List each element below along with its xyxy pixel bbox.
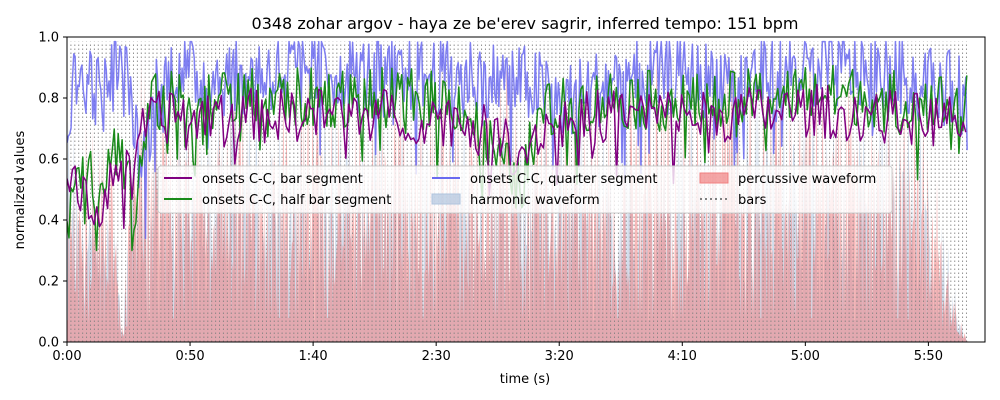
x-tick-label: 0:50 [175, 349, 204, 364]
y-tick-label: 0.2 [38, 275, 59, 290]
legend-entry: onsets C-C, bar segment [164, 172, 363, 187]
legend-entry: onsets C-C, half bar segment [164, 193, 391, 208]
y-tick-label: 1.0 [38, 31, 59, 46]
legend-handle-patch [431, 193, 461, 205]
x-tick-label: 0:00 [52, 349, 81, 364]
legend-label: harmonic waveform [470, 193, 600, 208]
chart-title: 0348 zohar argov - haya ze be'erev sagri… [252, 14, 799, 33]
axes: 0:00 0:50 1:40 2:30 3:20 4:10 5:00 5:50 0.0 0.2 0.… [38, 31, 986, 364]
legend-label: onsets C-C, quarter segment [470, 172, 657, 187]
legend-label: bars [738, 193, 767, 208]
legend-label: onsets C-C, half bar segment [202, 193, 391, 208]
x-tick-label: 2:30 [422, 349, 451, 364]
y-tick-label: 0.8 [38, 92, 59, 107]
legend-entry: bars [700, 193, 767, 208]
x-tick-label: 3:20 [545, 349, 574, 364]
legend-label: percussive waveform [738, 172, 876, 187]
legend-entry: harmonic waveform [431, 193, 600, 208]
legend-entry: onsets C-C, quarter segment [432, 172, 657, 187]
y-tick-label: 0.4 [38, 214, 59, 229]
x-tick-label: 4:10 [668, 349, 697, 364]
y-axis-label: normalized values [13, 130, 28, 249]
legend-handle-patch [699, 172, 729, 184]
percussive-waveform-area [67, 45, 968, 342]
x-tick-label: 1:40 [299, 349, 328, 364]
y-tick-label: 0.6 [38, 153, 59, 168]
x-tick-label: 5:00 [791, 349, 820, 364]
y-tick-label: 0.0 [38, 336, 59, 351]
legend-entry: percussive waveform [699, 172, 876, 187]
legend: onsets C-C, bar segment onsets C-C, quart… [157, 165, 893, 214]
x-axis-label: time (s) [500, 372, 550, 387]
axes-frame [66, 36, 986, 343]
x-tick-label: 5:50 [914, 349, 943, 364]
legend-label: onsets C-C, bar segment [202, 172, 363, 187]
